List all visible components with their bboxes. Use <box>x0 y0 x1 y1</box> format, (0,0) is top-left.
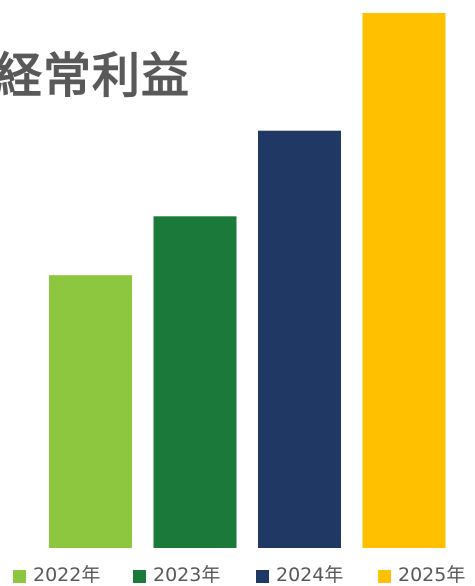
legend-swatch <box>256 570 269 583</box>
legend-label: 2024年 <box>276 564 344 586</box>
legend-label: 2022年 <box>33 564 101 586</box>
bar-4 <box>362 13 446 548</box>
bar-3 <box>258 130 341 548</box>
bar-2 <box>153 216 237 549</box>
legend-swatch <box>133 570 146 583</box>
chart-title: 経常利益 <box>0 48 191 104</box>
legend-swatch <box>13 570 26 583</box>
legend-label: 2023年 <box>153 564 221 586</box>
legend-swatch <box>378 570 391 583</box>
bar-1 <box>49 275 132 548</box>
legend-label: 2025年 <box>398 564 466 586</box>
